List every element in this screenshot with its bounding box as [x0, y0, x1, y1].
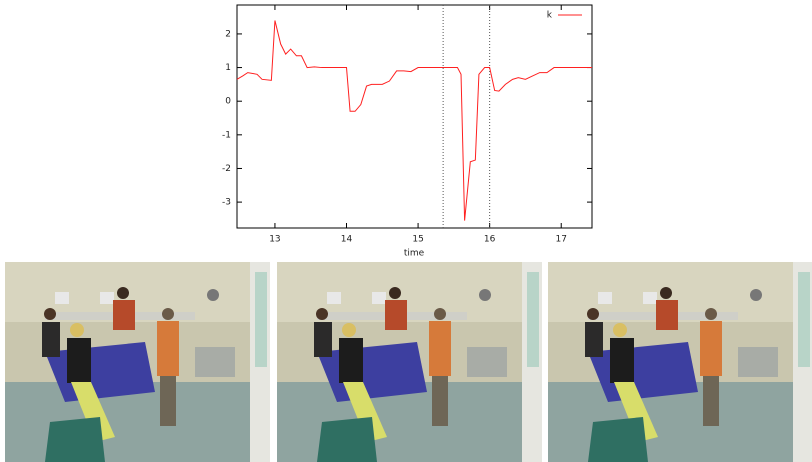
y-tick-label: -3 — [222, 198, 231, 208]
y-tick-label: 2 — [225, 29, 231, 39]
photo-strip — [5, 262, 812, 462]
x-tick-label: 17 — [555, 235, 566, 245]
y-tick-label: 1 — [225, 63, 231, 73]
plot-frame — [236, 4, 593, 229]
chart: time 13 14 15 16 17 -3 -2 -1 0 1 2 k — [222, 4, 593, 259]
y-tick-label: -1 — [222, 130, 231, 140]
legend-label: k — [547, 11, 553, 21]
photo — [548, 262, 812, 462]
photo — [5, 262, 270, 462]
x-tick-label: 16 — [484, 235, 496, 245]
x-tick-label: 15 — [412, 235, 423, 245]
x-axis-label: time — [404, 249, 425, 259]
x-tick-label: 14 — [341, 235, 353, 245]
x-tick-label: 13 — [269, 235, 280, 245]
y-tick-label: -2 — [222, 164, 231, 174]
photo — [277, 262, 542, 462]
data-line — [236, 20, 592, 221]
y-tick-label: 0 — [225, 97, 231, 107]
